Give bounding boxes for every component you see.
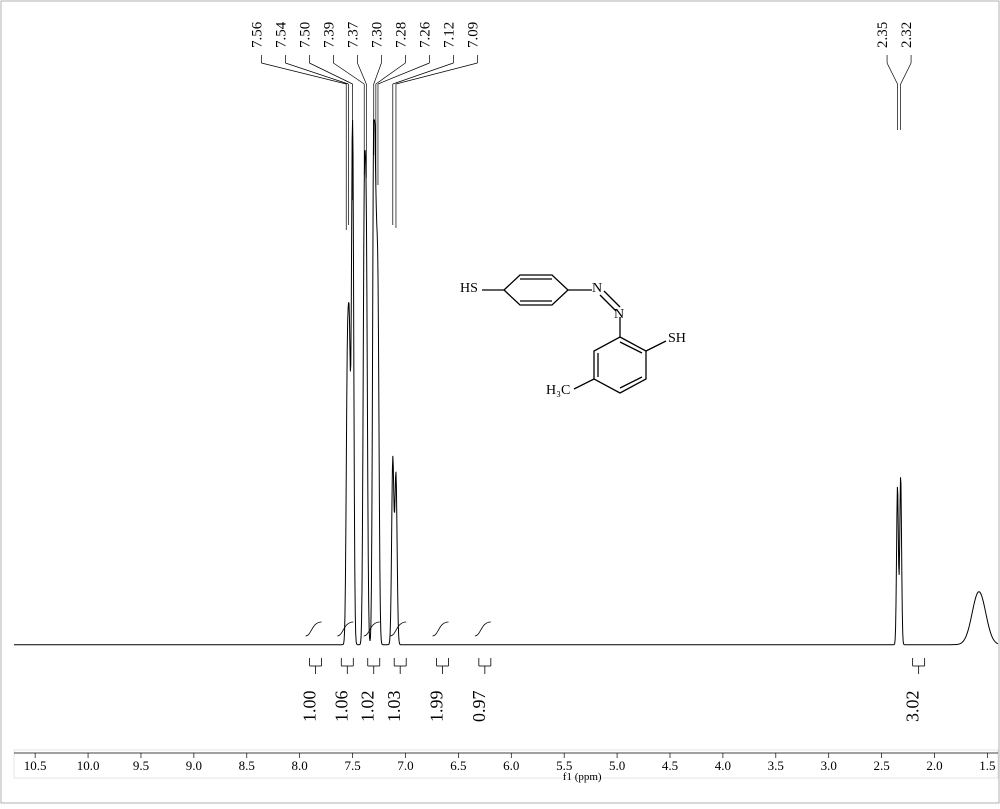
svg-text:3.5: 3.5 [768,758,784,773]
svg-text:4.0: 4.0 [715,758,731,773]
mol-n1-label: N [592,281,602,297]
svg-text:5.0: 5.0 [609,758,625,773]
svg-text:1.02: 1.02 [358,691,378,723]
svg-text:7.5: 7.5 [344,758,360,773]
svg-text:10.5: 10.5 [24,758,47,773]
svg-text:3.02: 3.02 [903,691,923,723]
svg-text:6.0: 6.0 [503,758,519,773]
svg-text:1.5: 1.5 [979,758,995,773]
svg-text:9.0: 9.0 [186,758,202,773]
svg-text:f1 (ppm): f1 (ppm) [563,771,602,783]
svg-text:0.97: 0.97 [469,691,489,723]
svg-text:3.0: 3.0 [821,758,837,773]
mol-sh-label: SH [668,331,686,347]
svg-text:7.39: 7.39 [321,22,337,48]
svg-text:2.5: 2.5 [873,758,889,773]
svg-text:7.56: 7.56 [249,21,265,48]
mol-ch3-label: H₃C [546,383,570,399]
svg-text:7.50: 7.50 [297,22,313,48]
svg-text:7.26: 7.26 [417,21,433,48]
svg-text:1.00: 1.00 [300,691,320,723]
svg-text:4.5: 4.5 [662,758,678,773]
svg-text:2.35: 2.35 [875,22,891,48]
svg-text:7.54: 7.54 [273,21,289,48]
svg-text:1.03: 1.03 [384,691,404,723]
svg-text:8.0: 8.0 [292,758,308,773]
svg-text:2.32: 2.32 [899,22,915,48]
svg-text:7.09: 7.09 [465,22,481,48]
svg-text:7.12: 7.12 [441,22,457,48]
mol-n2-label: N [614,307,624,323]
svg-text:2.0: 2.0 [926,758,942,773]
svg-text:7.0: 7.0 [397,758,413,773]
svg-text:7.28: 7.28 [393,22,409,48]
svg-text:6.5: 6.5 [450,758,466,773]
svg-text:7.30: 7.30 [369,22,385,48]
svg-text:1.06: 1.06 [331,691,351,723]
svg-text:7.37: 7.37 [345,21,361,48]
molecule-structure: HS N N SH H₃C [460,245,720,425]
svg-text:9.5: 9.5 [133,758,149,773]
svg-text:8.5: 8.5 [239,758,255,773]
svg-text:1.99: 1.99 [427,691,447,723]
mol-hs-label: HS [460,281,478,297]
svg-text:10.0: 10.0 [77,758,100,773]
